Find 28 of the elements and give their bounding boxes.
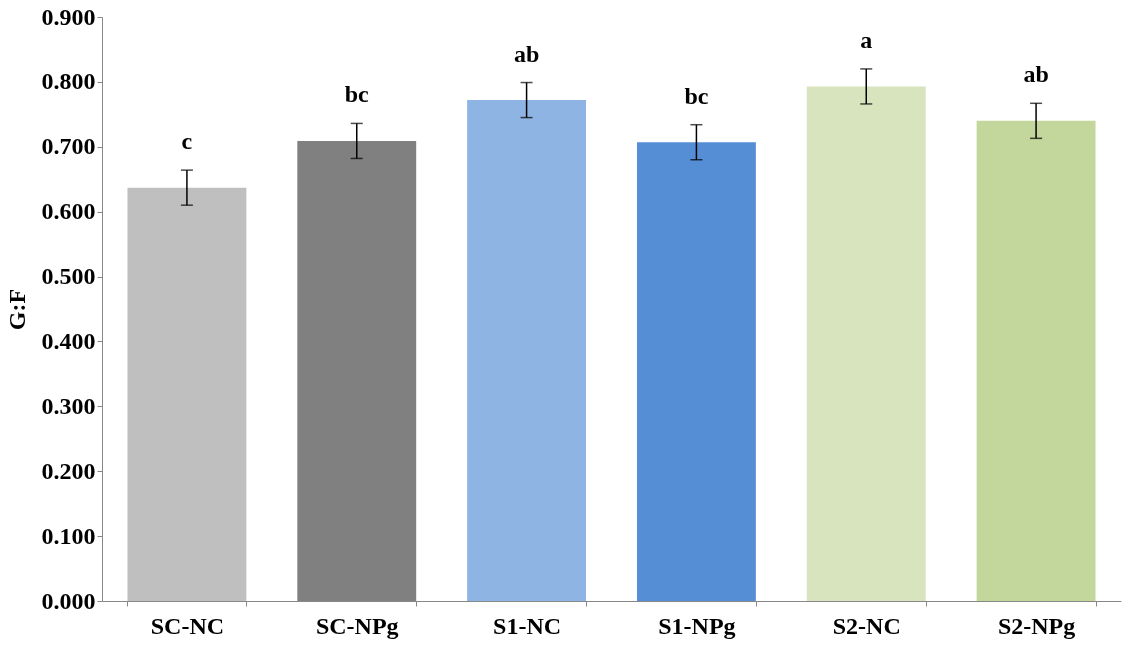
- annotation: c: [181, 128, 193, 155]
- y-tick-label: 0.400: [41, 327, 96, 354]
- y-tick-label: 0.900: [41, 3, 96, 30]
- x-tick-label: S2-NPg: [997, 612, 1076, 639]
- x-tick-label: S1-NPg: [658, 612, 736, 639]
- bar: [806, 86, 926, 601]
- y-tick-label: 0.100: [41, 522, 96, 549]
- y-tick-label: 0.600: [41, 198, 96, 225]
- x-tick-label: SC-NC: [150, 612, 225, 639]
- y-tick-label: 0.800: [41, 68, 96, 95]
- bar: [467, 100, 587, 601]
- annotation: a: [860, 26, 873, 53]
- x-tick-label: SC-NPg: [315, 612, 399, 639]
- x-tick-label: S1-NC: [493, 612, 562, 639]
- y-tick-label: 0.700: [41, 133, 96, 160]
- x-tick-label: S2-NC: [832, 612, 901, 639]
- y-tick-label: 0.300: [41, 392, 96, 419]
- annotation: ab: [513, 40, 540, 67]
- y-tick-label: 0.000: [41, 587, 96, 614]
- bar: [636, 142, 756, 601]
- annotation: bc: [344, 81, 370, 108]
- annotation: bc: [684, 82, 709, 109]
- annotation: ab: [1023, 61, 1049, 88]
- bar: [127, 187, 247, 601]
- bar: [976, 120, 1096, 601]
- y-tick-label: 0.200: [41, 457, 96, 484]
- y-tick-label: 0.500: [41, 263, 96, 290]
- y-axis-title: G:F: [3, 288, 30, 331]
